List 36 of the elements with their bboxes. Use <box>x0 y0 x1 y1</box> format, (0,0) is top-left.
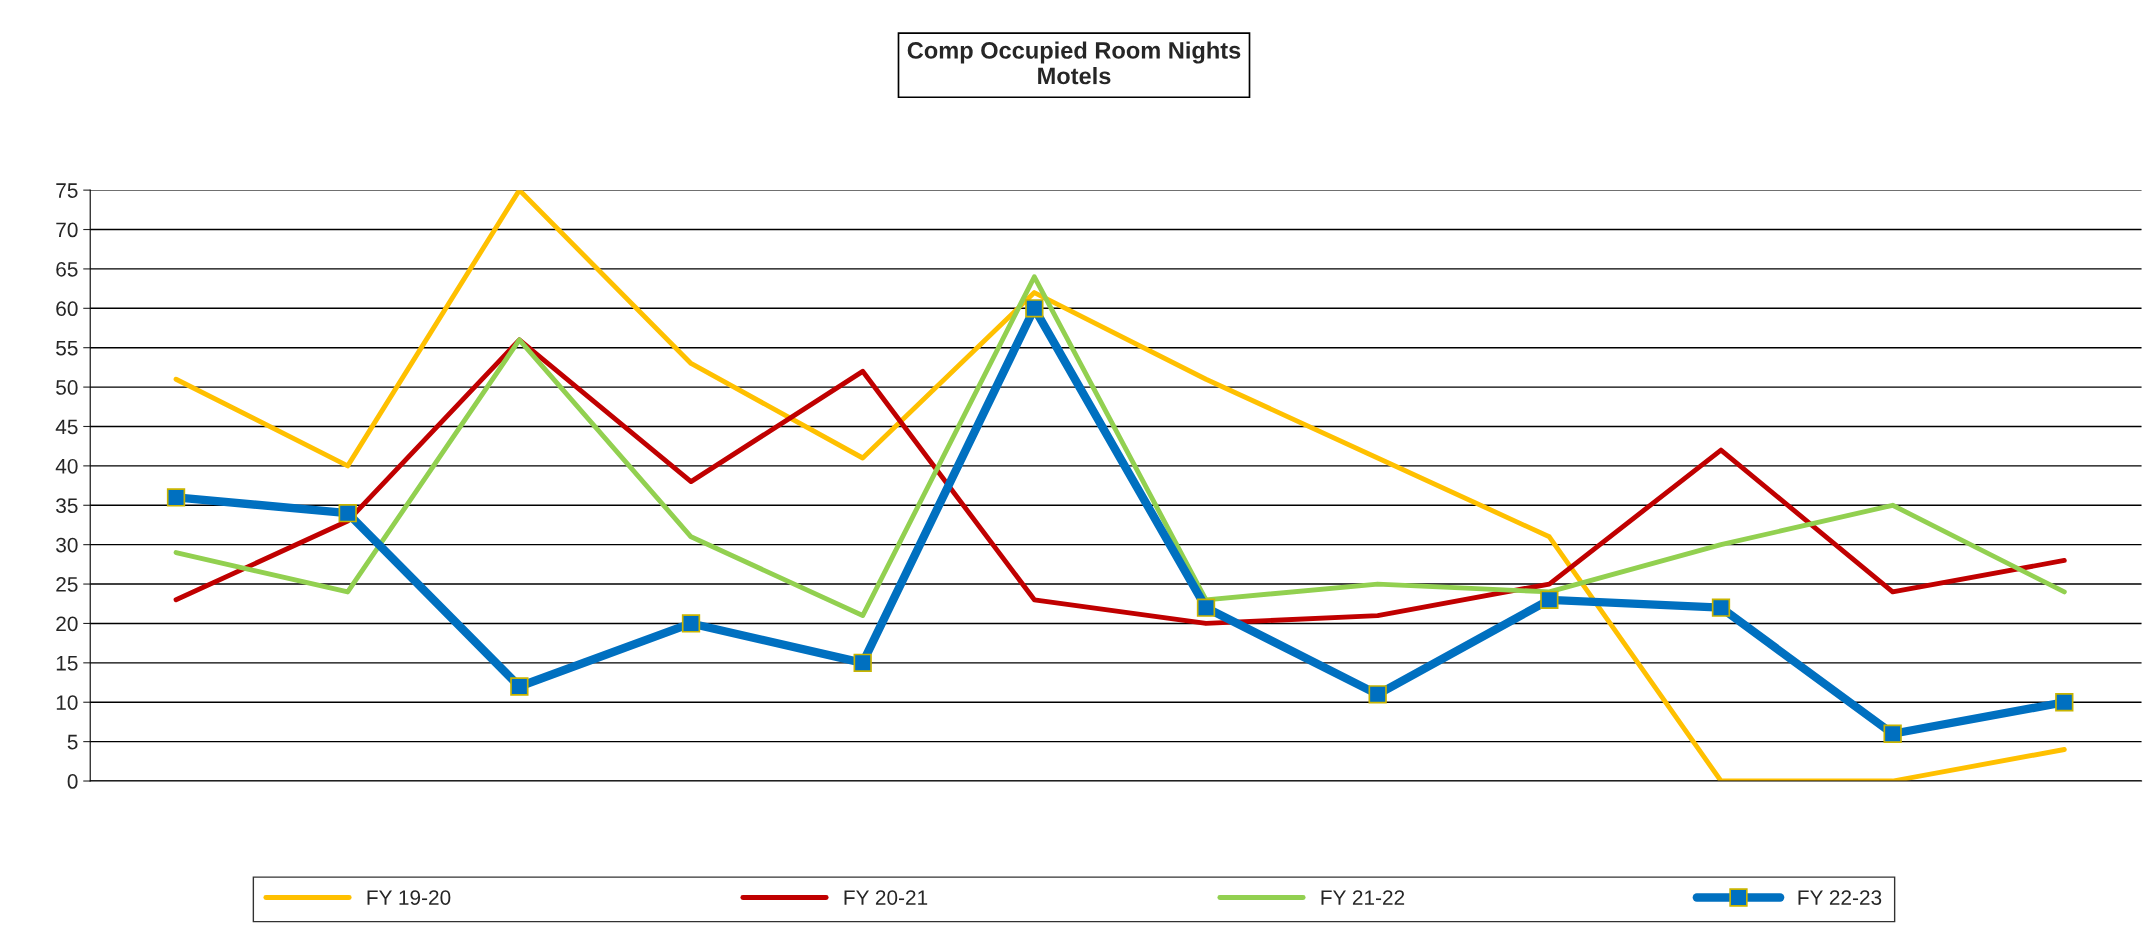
legend-label: FY 22-23 <box>1798 890 1882 905</box>
legend-label: FY 20-21 <box>844 890 928 905</box>
y-tick-label: 10 <box>56 695 78 710</box>
chart-title: Comp Occupied Room Nights Motels <box>907 41 1241 85</box>
y-tick-label: 30 <box>56 537 78 553</box>
y-tick-label: 0 <box>67 774 78 789</box>
y-tick-label: 20 <box>56 616 78 632</box>
point <box>2055 693 2074 712</box>
point <box>1711 598 1731 617</box>
y-tick-label: 35 <box>56 498 78 514</box>
point <box>681 614 701 633</box>
line-series <box>173 274 2067 618</box>
y-tick-label: 70 <box>56 222 78 238</box>
y-tick-label: 75 <box>56 183 78 198</box>
y-tick-label: 25 <box>56 577 78 592</box>
point <box>1883 724 1902 743</box>
y-tick-label: 55 <box>56 340 78 356</box>
point <box>1368 685 1387 704</box>
point <box>853 653 872 673</box>
y-tick-label: 15 <box>56 656 78 671</box>
y-tick-label: 5 <box>67 734 78 750</box>
line-series <box>173 337 2067 626</box>
point <box>1025 299 1044 318</box>
y-tick-label: 45 <box>55 419 78 435</box>
point <box>1196 598 1216 617</box>
line-series <box>173 190 2067 782</box>
point <box>166 488 186 507</box>
point <box>338 503 357 523</box>
legend-label: FY 19-20 <box>367 890 451 905</box>
point <box>1540 590 1559 609</box>
y-tick-label: 60 <box>56 301 78 317</box>
y-tick-label: 50 <box>56 380 78 395</box>
y-tick-label: 40 <box>55 458 78 474</box>
legend-label: FY 21-22 <box>1321 890 1405 905</box>
y-tick-label: 65 <box>56 261 78 277</box>
point <box>510 677 529 696</box>
